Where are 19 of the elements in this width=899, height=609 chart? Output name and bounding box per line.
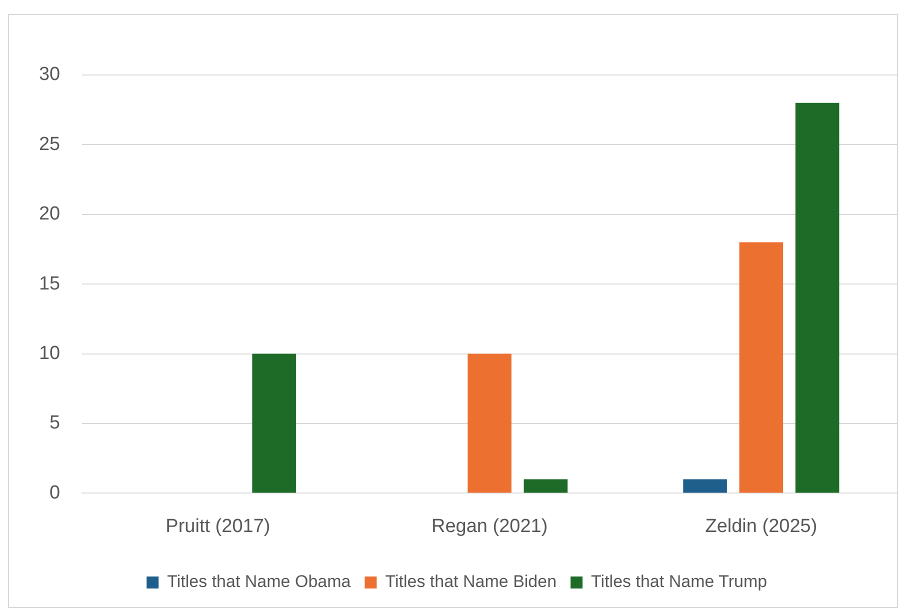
bar <box>252 354 296 493</box>
y-tick-label: 15 <box>38 273 60 294</box>
y-tick-label: 30 <box>38 64 60 86</box>
bar <box>468 354 512 493</box>
y-tick-label: 20 <box>38 204 60 225</box>
bar <box>739 242 784 493</box>
y-tick-label: 5 <box>50 412 60 434</box>
x-tick-label: Regan (2021) <box>431 516 548 537</box>
y-tick-label: 25 <box>38 134 60 155</box>
y-tick-label: 0 <box>50 482 60 504</box>
legend-label: Titles that Name Obama <box>167 572 352 592</box>
x-tick-label: Zeldin (2025) <box>705 516 818 537</box>
bar <box>795 102 840 493</box>
legend-label: Titles that Name Trump <box>591 572 768 592</box>
y-tick-label: 10 <box>38 343 60 364</box>
x-tick-label: Pruitt (2017) <box>166 516 270 537</box>
legend-label: Titles that Name Biden <box>385 572 557 592</box>
bar <box>524 479 568 493</box>
bar <box>683 479 727 493</box>
